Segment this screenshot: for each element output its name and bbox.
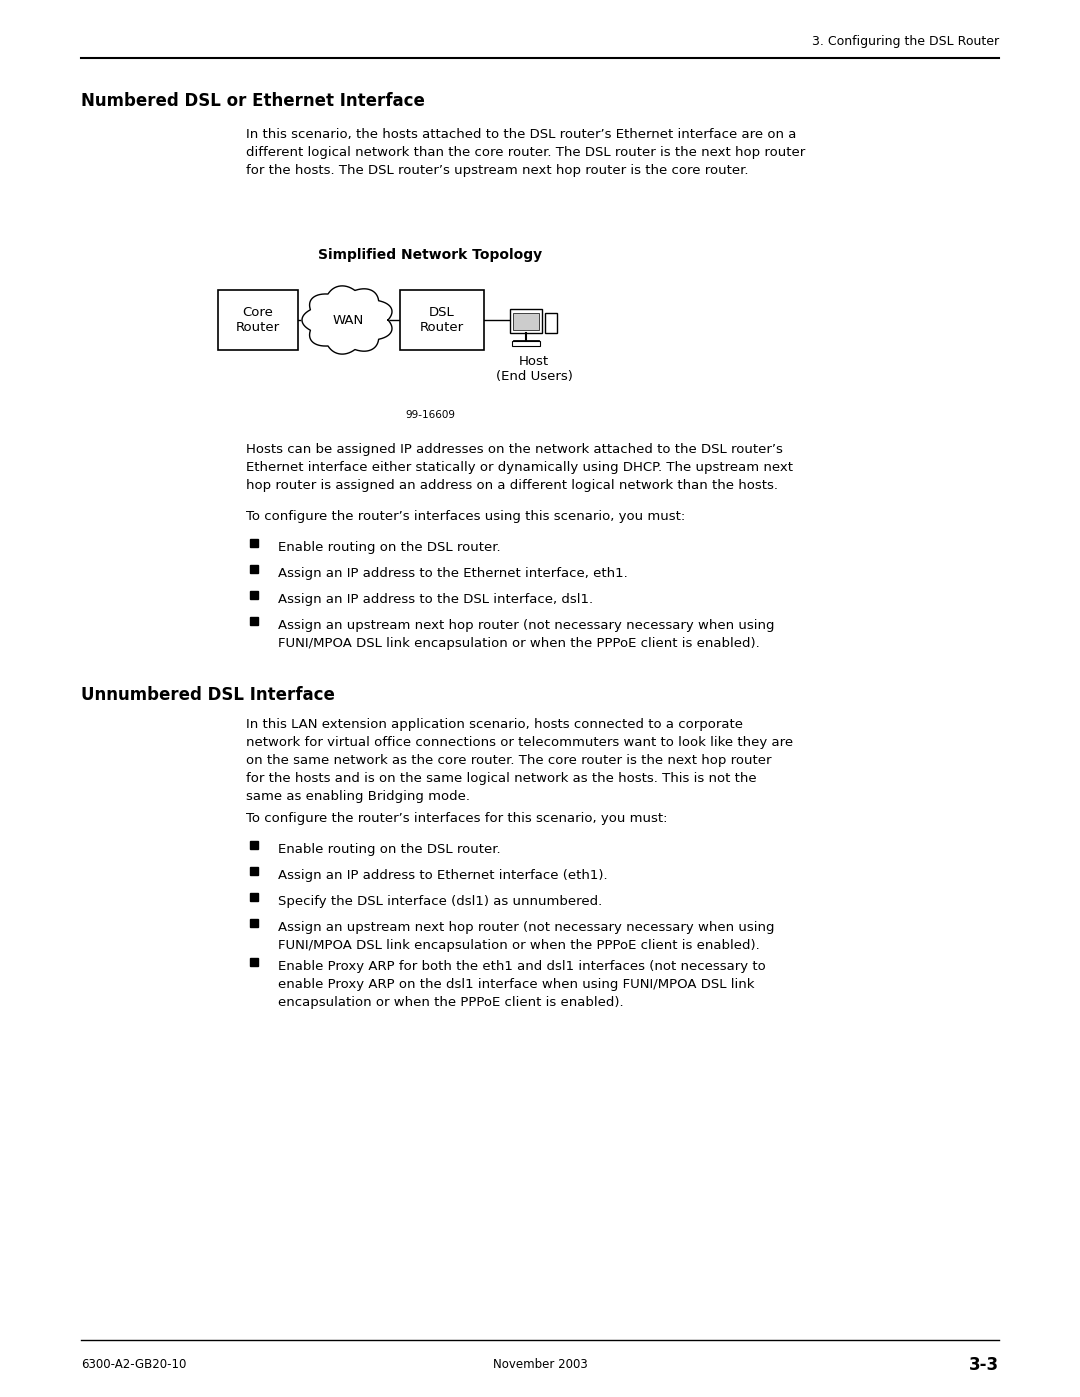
Text: DSL
Router: DSL Router xyxy=(420,306,464,334)
Text: In this LAN extension application scenario, hosts connected to a corporate
netwo: In this LAN extension application scenar… xyxy=(246,718,794,803)
Text: Unnumbered DSL Interface: Unnumbered DSL Interface xyxy=(81,686,335,704)
Bar xyxy=(400,291,484,351)
Bar xyxy=(251,564,258,573)
Text: Enable routing on the DSL router.: Enable routing on the DSL router. xyxy=(279,541,501,555)
Text: To configure the router’s interfaces using this scenario, you must:: To configure the router’s interfaces usi… xyxy=(246,510,686,522)
Text: Assign an upstream next hop router (not necessary necessary when using
FUNI/MPOA: Assign an upstream next hop router (not … xyxy=(279,921,774,951)
Bar xyxy=(218,291,298,351)
Text: Enable Proxy ARP for both the eth1 and dsl1 interfaces (not necessary to
enable : Enable Proxy ARP for both the eth1 and d… xyxy=(279,960,766,1009)
Text: In this scenario, the hosts attached to the DSL router’s Ethernet interface are : In this scenario, the hosts attached to … xyxy=(246,129,806,177)
Bar xyxy=(251,919,258,928)
Text: Hosts can be assigned IP addresses on the network attached to the DSL router’s
E: Hosts can be assigned IP addresses on th… xyxy=(246,443,793,492)
Bar xyxy=(251,591,258,599)
Text: Specify the DSL interface (dsl1) as unnumbered.: Specify the DSL interface (dsl1) as unnu… xyxy=(279,895,603,908)
Text: 6300-A2-GB20-10: 6300-A2-GB20-10 xyxy=(81,1358,187,1370)
Text: Core
Router: Core Router xyxy=(235,306,280,334)
Text: 3-3: 3-3 xyxy=(969,1356,999,1375)
Text: Assign an IP address to the Ethernet interface, eth1.: Assign an IP address to the Ethernet int… xyxy=(279,567,627,580)
Text: Host
(End Users): Host (End Users) xyxy=(496,355,572,383)
Text: 99-16609: 99-16609 xyxy=(405,409,455,420)
Bar xyxy=(251,539,258,548)
Text: Assign an IP address to the DSL interface, dsl1.: Assign an IP address to the DSL interfac… xyxy=(279,592,593,606)
Bar xyxy=(251,868,258,875)
Text: To configure the router’s interfaces for this scenario, you must:: To configure the router’s interfaces for… xyxy=(246,812,667,826)
Polygon shape xyxy=(302,286,392,353)
Bar xyxy=(512,341,540,346)
Text: Assign an upstream next hop router (not necessary necessary when using
FUNI/MPOA: Assign an upstream next hop router (not … xyxy=(279,619,774,650)
Bar xyxy=(251,617,258,624)
Text: Simplified Network Topology: Simplified Network Topology xyxy=(318,249,542,263)
Text: November 2003: November 2003 xyxy=(492,1358,588,1370)
Bar xyxy=(251,841,258,849)
Text: 3. Configuring the DSL Router: 3. Configuring the DSL Router xyxy=(812,35,999,49)
Bar xyxy=(510,309,542,332)
Bar xyxy=(251,893,258,901)
Text: Assign an IP address to Ethernet interface (eth1).: Assign an IP address to Ethernet interfa… xyxy=(279,869,608,882)
Bar xyxy=(545,313,557,332)
Bar xyxy=(251,958,258,965)
Text: Numbered DSL or Ethernet Interface: Numbered DSL or Ethernet Interface xyxy=(81,92,424,110)
Text: Enable routing on the DSL router.: Enable routing on the DSL router. xyxy=(279,842,501,856)
Text: WAN: WAN xyxy=(333,313,364,327)
Bar xyxy=(513,313,539,330)
